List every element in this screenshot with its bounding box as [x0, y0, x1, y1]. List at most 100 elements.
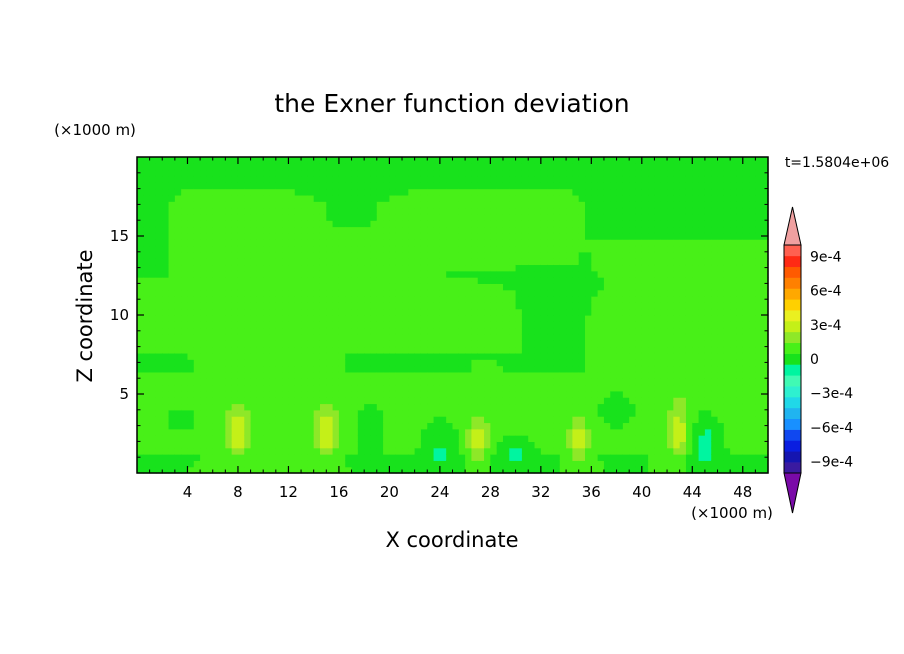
field-cell — [685, 169, 693, 177]
field-cell — [477, 270, 485, 278]
field-cell — [566, 175, 573, 183]
field-cell — [704, 435, 712, 442]
field-cell — [319, 245, 327, 253]
field-cell — [439, 466, 447, 474]
field-cell — [515, 264, 523, 272]
field-cell — [231, 226, 239, 234]
field-cell — [244, 157, 252, 164]
field-cell — [521, 390, 529, 398]
field-cell — [351, 428, 359, 436]
field-cell — [414, 220, 422, 228]
field-cell — [338, 207, 346, 215]
field-cell — [591, 441, 599, 449]
field-cell — [730, 441, 738, 449]
field-cell — [237, 188, 245, 196]
field-cell — [528, 296, 536, 303]
field-cell — [509, 422, 517, 430]
field-cell — [364, 245, 372, 253]
field-cell — [553, 346, 561, 354]
field-cell — [420, 359, 428, 367]
field-cell — [326, 258, 334, 266]
field-cell — [200, 251, 208, 259]
field-cell — [679, 466, 687, 474]
field-cell — [446, 441, 454, 449]
field-cell — [704, 371, 712, 379]
field-cell — [143, 239, 151, 247]
field-cell — [679, 232, 687, 240]
field-cell — [471, 441, 479, 449]
field-cell — [477, 371, 485, 379]
field-cell — [414, 258, 422, 266]
field-cell — [673, 460, 681, 468]
field-cell — [452, 359, 460, 367]
field-cell — [149, 466, 157, 474]
field-cell — [622, 409, 630, 417]
field-cell — [174, 384, 182, 392]
field-cell — [414, 283, 422, 291]
field-cell — [193, 188, 201, 196]
field-cell — [761, 384, 769, 392]
field-cell — [660, 296, 668, 303]
y-unit-label: (×1000 m) — [54, 121, 136, 139]
field-cell — [408, 315, 416, 322]
field-cell — [357, 194, 365, 202]
field-cell — [597, 258, 605, 266]
field-cell — [408, 365, 416, 373]
field-cell — [730, 428, 738, 436]
field-cell — [528, 220, 536, 228]
field-cell — [471, 194, 479, 202]
field-cell — [357, 226, 365, 234]
field-cell — [137, 182, 144, 190]
field-cell — [219, 308, 226, 316]
field-cell — [395, 416, 403, 424]
field-cell — [521, 397, 529, 405]
field-cell — [534, 409, 542, 417]
field-cell — [603, 327, 611, 335]
field-cell — [654, 207, 662, 215]
field-cell — [528, 390, 536, 398]
field-cell — [326, 239, 334, 247]
field-cell — [704, 220, 712, 228]
field-cell — [319, 175, 327, 183]
field-cell — [452, 226, 460, 234]
field-cell — [244, 378, 252, 386]
field-cell — [547, 207, 555, 215]
field-cell — [357, 435, 365, 442]
field-cell — [370, 302, 378, 310]
field-cell — [597, 296, 605, 303]
field-cell — [433, 201, 441, 209]
field-cell — [181, 169, 189, 177]
field-cell — [711, 163, 719, 171]
field-cell — [704, 422, 712, 430]
field-cell — [200, 321, 208, 329]
field-cell — [585, 239, 592, 247]
field-cell — [357, 245, 365, 253]
field-cell — [294, 428, 302, 436]
field-cell — [648, 422, 656, 430]
field-cell — [578, 422, 586, 430]
field-cell — [250, 157, 258, 164]
field-cell — [685, 409, 693, 417]
field-cell — [509, 447, 517, 455]
field-cell — [244, 163, 252, 171]
field-cell — [338, 378, 346, 386]
field-cell — [212, 207, 220, 215]
field-cell — [301, 409, 308, 417]
field-cell — [149, 378, 157, 386]
field-cell — [610, 264, 618, 272]
field-cell — [439, 365, 447, 373]
field-cell — [484, 422, 491, 430]
field-cell — [231, 296, 239, 303]
field-cell — [603, 390, 611, 398]
field-cell — [635, 454, 643, 461]
field-cell — [465, 258, 473, 266]
field-cell — [376, 157, 384, 164]
field-cell — [206, 365, 214, 373]
field-cell — [622, 435, 630, 442]
field-cell — [389, 182, 397, 190]
field-cell — [250, 302, 258, 310]
field-cell — [509, 333, 517, 341]
field-cell — [553, 207, 561, 215]
field-cell — [528, 213, 536, 221]
field-cell — [667, 175, 674, 183]
